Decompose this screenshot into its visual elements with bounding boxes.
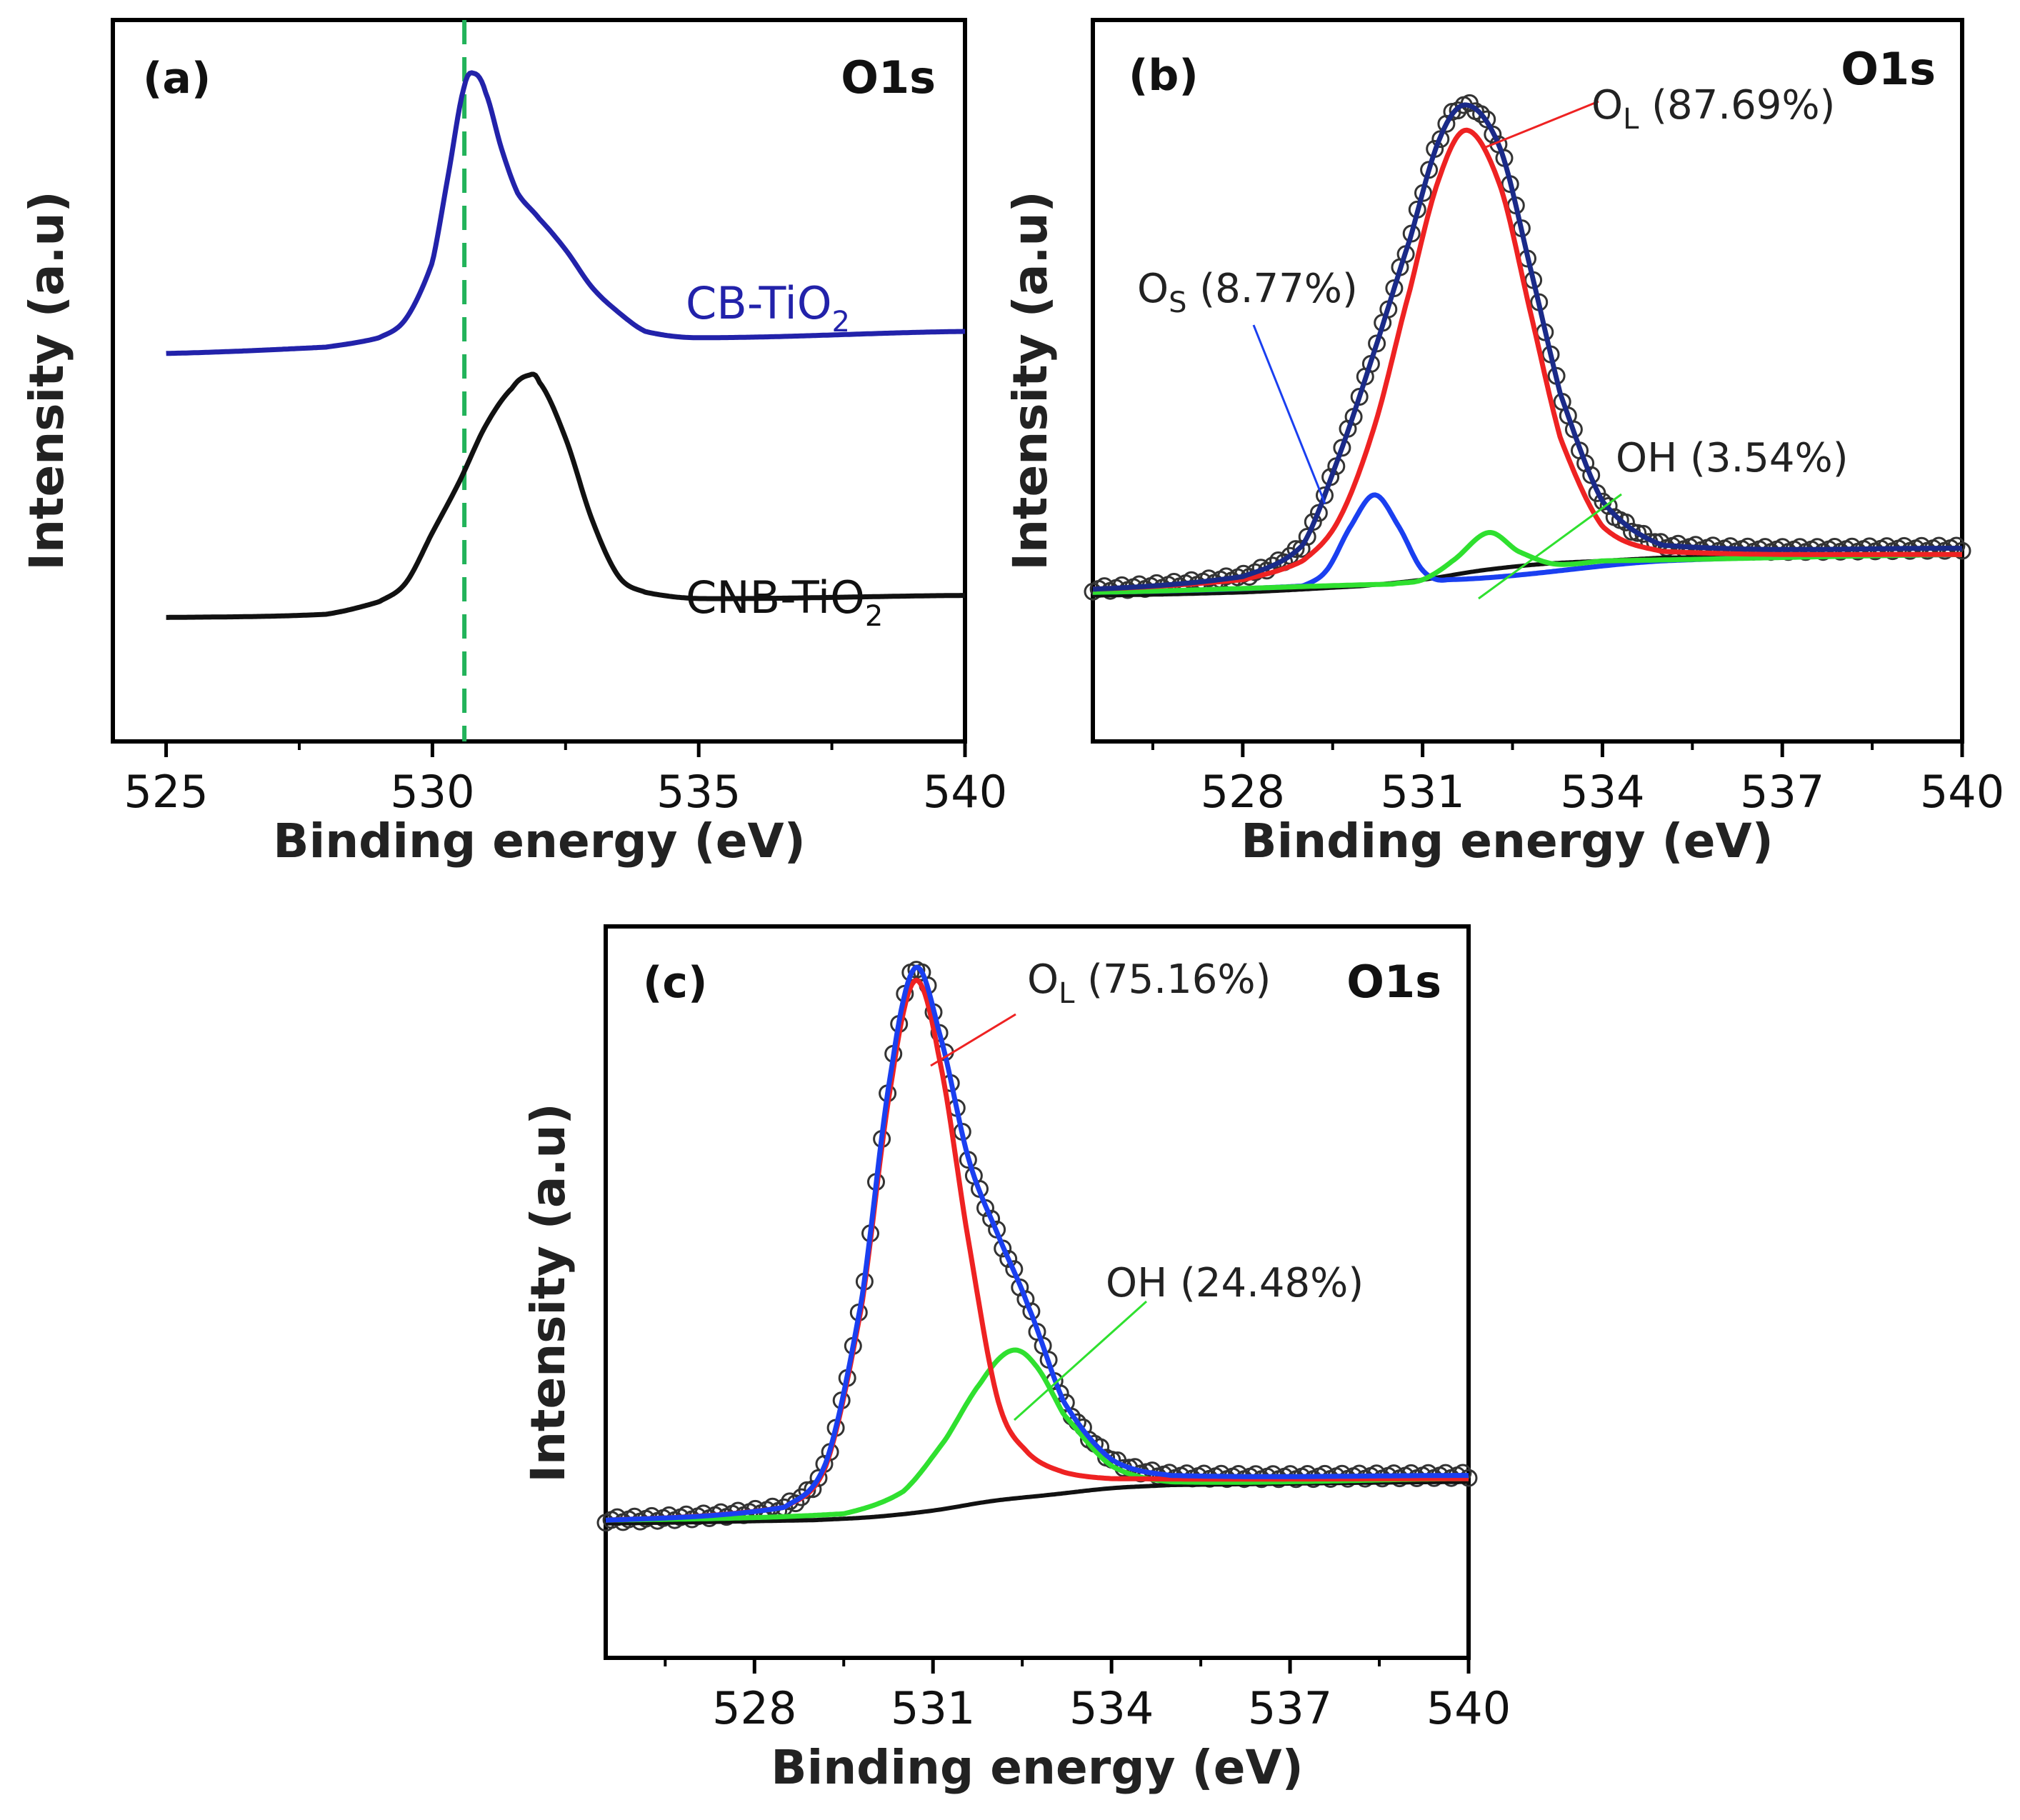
panel-c-ol-label: OL (75.16%) bbox=[1027, 956, 1271, 1010]
panel-b-oh-leader bbox=[1478, 493, 1622, 600]
panel-b-os-label: OS (8.77%) bbox=[1137, 266, 1358, 319]
panel-a-x-tick-label: 525 bbox=[124, 766, 208, 818]
panel-c-x-tick-label: 537 bbox=[1248, 1682, 1332, 1734]
panel-c-series-ol-fit bbox=[605, 977, 1469, 1523]
panel-a-ticks-group: 525 530 535 540 bbox=[124, 741, 1007, 818]
panel-b-y-axis-title: Intensity (a.u) bbox=[1003, 191, 1058, 570]
panel-b-series-ol-fit bbox=[1092, 127, 1963, 592]
panel-c-raw-point bbox=[804, 1480, 822, 1499]
panel-a-x-tick-label: 530 bbox=[390, 766, 474, 818]
panel-b-ol-label: OL (87.69%) bbox=[1591, 82, 1835, 136]
panel-b-raw-point bbox=[1599, 496, 1618, 515]
panel-a-series-cnb-tio2 bbox=[165, 371, 966, 620]
panel-b-raw-point bbox=[1472, 105, 1491, 124]
panel-a-x-tick-label: 535 bbox=[656, 766, 741, 818]
panel-c-x-axis-title: Binding energy (eV) bbox=[771, 1740, 1303, 1795]
panel-c-y-axis-title: Intensity (a.u) bbox=[521, 1103, 576, 1482]
panel-c-series-group bbox=[605, 964, 1469, 1526]
panel-a-x-tick-label: 540 bbox=[923, 766, 1007, 818]
panel-b-raw-point bbox=[1286, 540, 1305, 559]
panel-b-corner-label: O1s bbox=[1841, 43, 1936, 95]
panel-b-frame bbox=[1091, 18, 1964, 744]
panel-b-raw-point bbox=[1298, 528, 1316, 546]
panel-a-x-axis-title: Binding energy (eV) bbox=[273, 814, 805, 869]
panel-a-series-cb-tio2 bbox=[165, 70, 966, 356]
panel-b: 528 531 534 537 540 (b) O1s OL (87.69%) OS (… bbox=[1003, 18, 2004, 869]
panel-c: 528 531 534 537 540 (c) O1s OL (75.16%) OH (… bbox=[521, 924, 1511, 1795]
panel-a: 525 530 535 540 (a) O1s CB-TiO2 CNB-TiO2 In… bbox=[19, 18, 1007, 869]
panel-a-series-label-cb: CB-TiO2 bbox=[686, 277, 850, 339]
panel-c-ol-leader bbox=[930, 1013, 1016, 1067]
panel-c-corner-label: O1s bbox=[1346, 956, 1441, 1008]
panel-a-y-axis-title: Intensity (a.u) bbox=[19, 191, 74, 570]
panel-b-x-tick-label: 540 bbox=[1920, 766, 2004, 818]
panel-b-oh-label: OH (3.54%) bbox=[1616, 435, 1849, 481]
panel-b-raw-point bbox=[1333, 439, 1351, 457]
panel-b-series-envelope bbox=[1092, 102, 1963, 592]
panel-b-raw-point bbox=[1629, 524, 1647, 542]
panel-a-corner-label: O1s bbox=[841, 51, 936, 104]
panel-b-raw-point bbox=[1616, 513, 1635, 531]
panel-b-x-tick-label: 537 bbox=[1740, 766, 1824, 818]
panel-b-x-tick-label: 531 bbox=[1380, 766, 1464, 818]
panel-c-x-tick-label: 540 bbox=[1426, 1682, 1511, 1734]
panel-b-label: (b) bbox=[1129, 51, 1199, 101]
panel-c-x-tick-label: 531 bbox=[891, 1682, 975, 1734]
panel-b-series-group bbox=[1092, 102, 1963, 598]
panel-c-raw-point bbox=[982, 1209, 1001, 1228]
panel-c-raw-data-group bbox=[596, 961, 1478, 1532]
panel-c-oh-label: OH (24.48%) bbox=[1106, 1260, 1364, 1306]
panel-c-frame bbox=[604, 924, 1471, 1660]
panel-a-frame bbox=[111, 18, 967, 744]
panel-c-x-tick-label: 534 bbox=[1069, 1682, 1154, 1734]
panel-b-ol-leader bbox=[1481, 100, 1599, 150]
panel-b-x-axis-title: Binding energy (eV) bbox=[1241, 814, 1773, 869]
panel-b-x-tick-label: 528 bbox=[1201, 766, 1285, 818]
panel-b-raw-data-group bbox=[1084, 94, 1971, 601]
panel-a-series-label-cnb: CNB-TiO2 bbox=[686, 571, 883, 633]
panel-c-oh-leader bbox=[1013, 1300, 1148, 1421]
panel-c-series-envelope bbox=[605, 964, 1469, 1523]
panel-c-raw-point bbox=[999, 1250, 1018, 1268]
panel-b-raw-point bbox=[1246, 563, 1264, 581]
panel-c-x-tick-label: 528 bbox=[712, 1682, 796, 1734]
panel-c-label: (c) bbox=[643, 958, 707, 1008]
panel-c-ticks-group: 528 531 534 537 540 bbox=[664, 1658, 1511, 1734]
panel-a-label: (a) bbox=[143, 54, 211, 104]
panel-b-ticks-group: 528 531 534 537 540 bbox=[1151, 741, 2004, 818]
panel-b-raw-point bbox=[1478, 110, 1496, 129]
panel-b-os-leader bbox=[1252, 324, 1326, 504]
panel-b-x-tick-label: 534 bbox=[1560, 766, 1644, 818]
panel-a-series-group bbox=[165, 70, 966, 620]
